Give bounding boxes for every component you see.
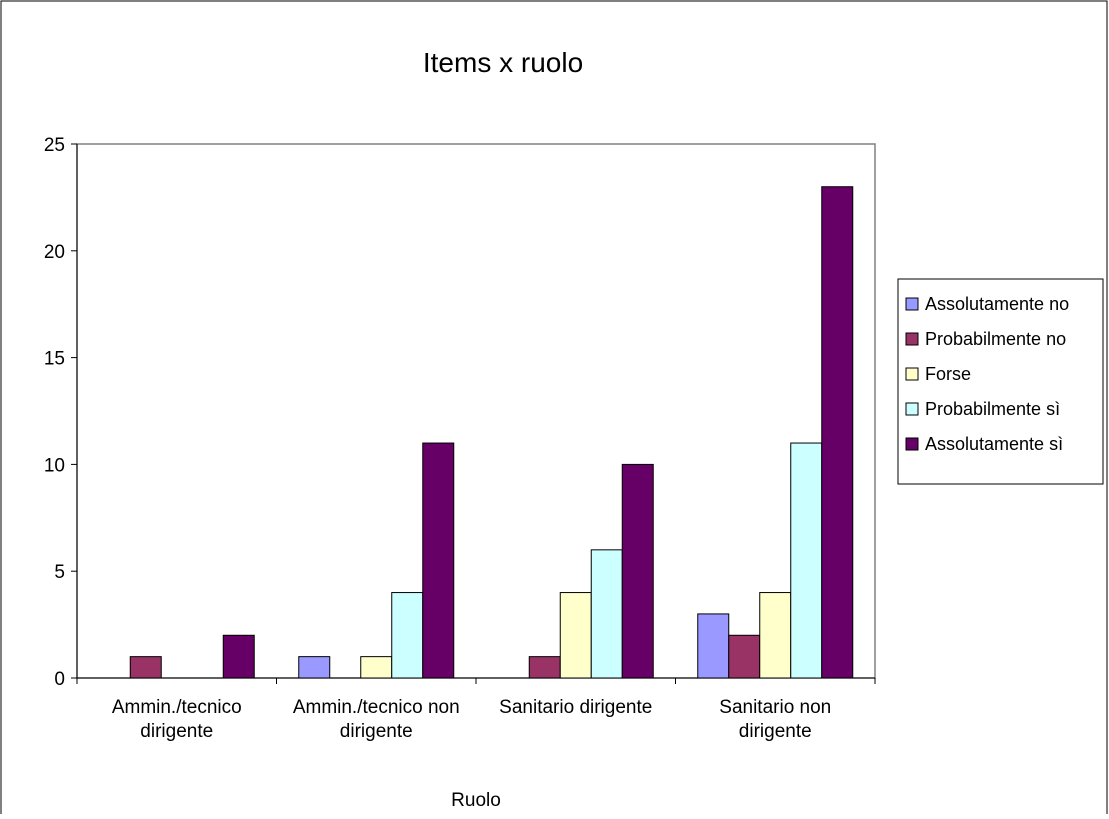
x-category-label-line: Ammin./tecnico non xyxy=(293,697,460,718)
legend-label: Assolutamente no xyxy=(925,294,1069,314)
bar-assolutamente-s--0 xyxy=(222,634,255,679)
x-category-label: Sanitario non dirigente xyxy=(719,697,831,742)
y-tick-label: 20 xyxy=(44,242,65,263)
legend-label: Assolutamente sì xyxy=(925,434,1063,454)
x-category-label: Sanitario dirigente xyxy=(499,697,652,718)
legend-swatch xyxy=(905,437,919,451)
bar-assolutamente-s--2 xyxy=(621,463,654,679)
y-tick-label: 0 xyxy=(54,669,65,690)
legend: Assolutamente no Probabilmente no Forse Pro… xyxy=(897,278,1104,485)
y-tick-label: 5 xyxy=(54,562,65,583)
x-category-label: Ammin./tecnico non dirigente xyxy=(293,697,460,742)
legend-swatch xyxy=(905,297,919,311)
chart-title: Items x ruolo xyxy=(423,47,583,78)
bar-probabilmente-s--1 xyxy=(391,592,424,679)
x-category-label-line: dirigente xyxy=(140,721,213,742)
x-category-label-line: dirigente xyxy=(340,721,413,742)
bar-probabilmente-s--3 xyxy=(790,442,823,679)
legend-box xyxy=(897,278,1104,485)
legend-label: Probabilmente sì xyxy=(925,399,1060,419)
x-category-label-line: Sanitario dirigente xyxy=(499,697,652,718)
legend-label: Probabilmente no xyxy=(925,329,1066,349)
bar-assolutamente-s--3 xyxy=(821,186,854,679)
bar-assolutamente-no-3 xyxy=(697,613,730,679)
x-axis-label: Ruolo xyxy=(451,790,501,811)
bar-assolutamente-s--1 xyxy=(422,442,455,679)
plot-area xyxy=(76,143,876,679)
bars xyxy=(129,186,854,679)
y-tick-label: 25 xyxy=(44,135,65,156)
bar-probabilmente-no-3 xyxy=(728,634,761,679)
x-category-label-line: Sanitario non xyxy=(719,697,831,718)
legend-swatch xyxy=(905,332,919,346)
y-axis: 0 5 10 15 20 25 xyxy=(44,135,78,690)
bar-probabilmente-no-0 xyxy=(129,656,162,679)
x-category-label-line: dirigente xyxy=(739,721,812,742)
x-category-label: Ammin./tecnico dirigente xyxy=(112,697,242,742)
bar-probabilmente-s--2 xyxy=(590,549,623,679)
legend-swatch xyxy=(905,402,919,416)
legend-label: Forse xyxy=(925,364,971,384)
x-category-label-line: Ammin./tecnico xyxy=(112,697,242,718)
legend-swatch xyxy=(905,367,919,381)
bar-probabilmente-no-2 xyxy=(528,656,561,679)
bar-assolutamente-no-1 xyxy=(298,656,331,679)
y-tick-label: 10 xyxy=(44,455,65,476)
bar-forse-1 xyxy=(360,656,393,679)
bar-forse-2 xyxy=(559,592,592,679)
bar-forse-3 xyxy=(759,592,792,679)
y-tick-label: 15 xyxy=(44,349,65,370)
